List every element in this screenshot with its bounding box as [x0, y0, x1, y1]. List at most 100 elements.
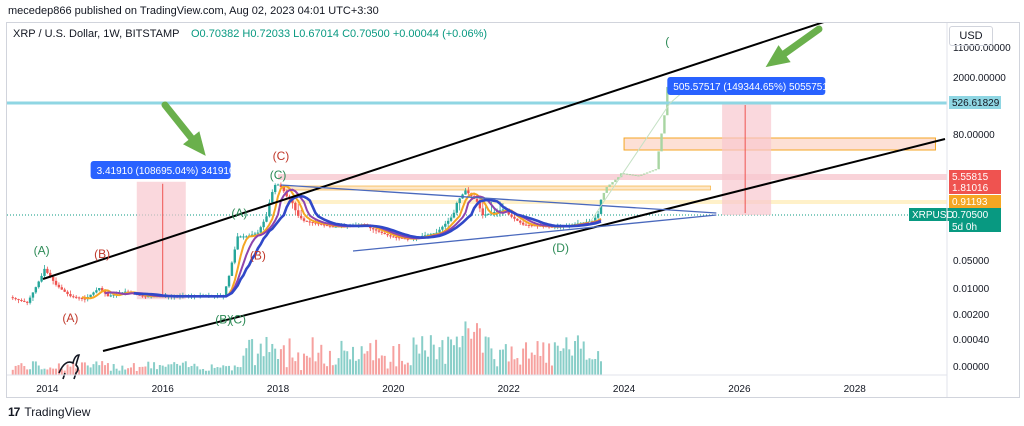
- candle-body: [242, 236, 245, 238]
- volume-bar: [150, 368, 153, 375]
- price-label-box: [949, 96, 1001, 109]
- volume-bar: [403, 364, 406, 375]
- dinosaur-icon: [58, 354, 81, 380]
- chart-frame[interactable]: 526.61829 5.55815 1.81016 0.91193 0.70500 XRP…: [6, 22, 1020, 398]
- volume-bar: [550, 365, 553, 375]
- candle-body: [458, 198, 461, 203]
- candle-body: [271, 192, 274, 203]
- volume-bar: [571, 355, 574, 375]
- volume-bar: [196, 366, 199, 375]
- projected-candle: [605, 187, 608, 193]
- volume-bar: [565, 337, 568, 375]
- candle-body: [40, 275, 43, 282]
- volume-bar: [72, 362, 75, 375]
- volume-bar: [556, 345, 559, 375]
- candle-body: [423, 235, 427, 237]
- candle-body: [297, 210, 300, 216]
- volume-bar: [452, 345, 455, 375]
- candle-body: [322, 224, 326, 226]
- candle-body: [487, 213, 490, 215]
- candle-body: [239, 236, 242, 238]
- volume-bar: [40, 369, 43, 375]
- volume-bar: [161, 365, 164, 375]
- currency-label: USD: [959, 30, 983, 42]
- candle-body: [446, 220, 450, 224]
- volume-bar: [447, 336, 450, 375]
- volume-bar: [233, 365, 236, 375]
- price-label-text: 5.55815: [952, 172, 989, 183]
- chart-svg[interactable]: 526.618295.558151.810160.911930.70500XRP…: [7, 23, 1019, 397]
- candle-body: [599, 199, 603, 214]
- candle-body: [144, 296, 147, 298]
- volume-bar: [279, 349, 282, 375]
- candle-body: [265, 216, 268, 222]
- wave-label: (: [665, 35, 669, 49]
- volume-bar: [297, 352, 300, 375]
- projected-candle: [657, 151, 660, 170]
- volume-bar: [320, 344, 323, 375]
- ticker-label: XRPUSD: [912, 210, 954, 221]
- y-tick-label: 0.05000: [953, 256, 990, 267]
- volume-bar: [256, 353, 259, 375]
- candle-body: [403, 238, 407, 240]
- volume-bar: [60, 368, 63, 375]
- candle-body: [594, 217, 597, 221]
- x-tick-label: 2028: [844, 384, 867, 395]
- candle-body: [429, 233, 433, 235]
- candle-body: [524, 224, 528, 226]
- volume-bar: [354, 360, 357, 375]
- volume-bar: [542, 342, 545, 375]
- volume-bar: [559, 350, 562, 375]
- candle-body: [383, 232, 386, 235]
- volume-bar: [179, 365, 182, 375]
- wave-label: (C): [229, 312, 246, 326]
- volume-bar: [501, 349, 504, 375]
- price-label-box: [949, 195, 1001, 208]
- y-tick-label: 2000.00000: [953, 73, 1006, 84]
- candle-body: [23, 300, 26, 302]
- candle-body: [20, 299, 23, 301]
- currency-selector[interactable]: USD: [949, 26, 993, 46]
- price-label-box: [949, 181, 1001, 194]
- ticker-label-box: [909, 208, 949, 221]
- volume-bar: [265, 336, 268, 375]
- projected-candle: [663, 115, 666, 134]
- volume-bar: [305, 355, 308, 375]
- candle-body: [596, 213, 600, 218]
- candle-body: [467, 190, 470, 194]
- volume-bar: [493, 359, 496, 375]
- footer-brand: TradingView: [24, 405, 91, 419]
- volume-bar: [426, 356, 429, 375]
- candle-body: [276, 184, 280, 186]
- volume-bar: [104, 365, 107, 375]
- candle-body: [294, 202, 297, 211]
- volume-bar: [409, 365, 412, 375]
- volume-bar: [513, 359, 516, 375]
- volume-bar: [418, 353, 421, 375]
- y-tick-label: 11000.00000: [953, 43, 1011, 54]
- candle-body: [464, 190, 467, 195]
- volume-bar: [424, 350, 427, 375]
- volume-bar: [383, 355, 386, 375]
- y-tick-label: 0.00000: [953, 362, 990, 373]
- candle-body: [259, 227, 262, 233]
- tradingview-logo-icon: 17: [8, 405, 20, 419]
- candle-body: [478, 201, 482, 209]
- volume-bar: [46, 369, 49, 375]
- candle-body: [432, 233, 435, 235]
- volume-bar: [69, 366, 72, 375]
- candle-body: [28, 297, 32, 303]
- target-zone: [623, 137, 936, 151]
- candle-body: [66, 291, 69, 295]
- volume-bar: [562, 348, 565, 375]
- volume-bar: [380, 355, 383, 375]
- volume-bar: [311, 337, 314, 375]
- candle-body: [285, 191, 288, 197]
- volume-bar: [366, 351, 369, 375]
- volume-bar: [230, 370, 233, 375]
- candle-body: [291, 199, 294, 203]
- candle-body: [138, 294, 141, 296]
- candle-body: [374, 229, 378, 231]
- projected-candle: [648, 171, 652, 173]
- candle-body: [233, 249, 236, 263]
